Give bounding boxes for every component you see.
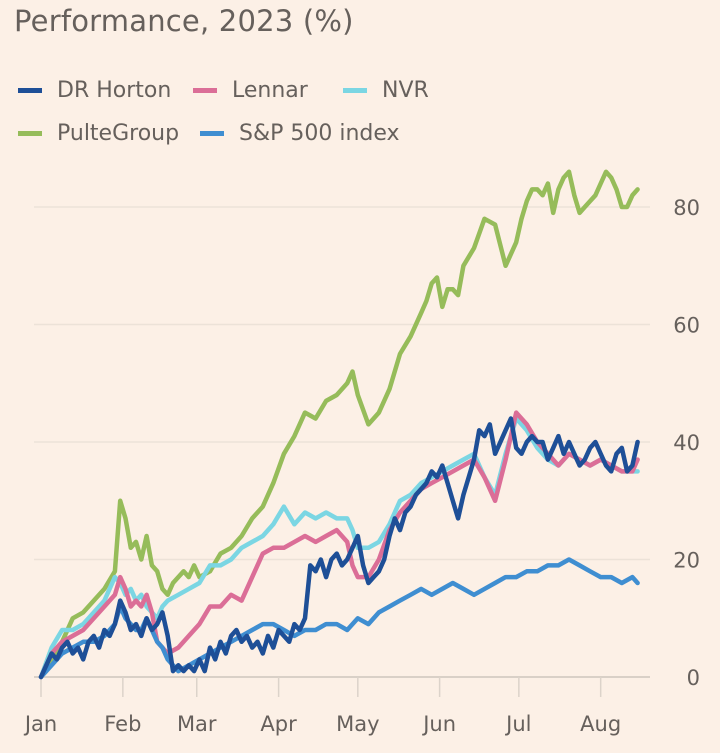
legend-item-sp500: S&P 500 index (200, 121, 400, 146)
legend-swatch-sp500 (200, 131, 224, 136)
legend-label-pultegroup: PulteGroup (57, 121, 180, 146)
legend-swatch-dr-horton (18, 88, 42, 93)
x-tick-label: Feb (104, 712, 141, 736)
y-tick-label: 60 (673, 314, 700, 338)
legend-swatch-lennar (193, 88, 217, 93)
x-tick-label: Jun (421, 712, 456, 736)
x-tick-label: Apr (260, 712, 297, 736)
y-tick-label: 40 (673, 431, 700, 455)
legend-item-lennar: Lennar (193, 78, 308, 103)
x-tick-label: May (336, 712, 379, 736)
x-tick-label: Jan (23, 712, 57, 736)
x-tick-label: Aug (580, 712, 621, 736)
x-axis: Jan Feb Mar Apr May Jun Jul Aug (23, 677, 621, 736)
x-tick-label: Mar (177, 712, 217, 736)
y-tick-label: 80 (673, 196, 700, 220)
chart-title: Performance, 2023 (%) (14, 4, 354, 38)
legend-item-nvr: NVR (343, 78, 429, 103)
legend-label-sp500: S&P 500 index (239, 121, 400, 146)
legend-label-nvr: NVR (382, 78, 429, 103)
legend-item-dr-horton: DR Horton (18, 78, 171, 103)
y-tick-label: 0 (687, 666, 700, 690)
y-tick-label: 20 (673, 549, 700, 573)
series-line-pultegroup (38, 169, 640, 680)
series-line-s-p-500-index (38, 557, 640, 680)
legend-item-pultegroup: PulteGroup (18, 121, 179, 146)
legend-label-lennar: Lennar (232, 78, 308, 103)
series-line-dr-horton (38, 416, 640, 680)
gridlines (34, 206, 650, 678)
legend-label-dr-horton: DR Horton (57, 78, 172, 103)
series-line-lennar (38, 410, 640, 680)
y-axis: 0 20 40 60 80 (673, 196, 700, 690)
x-tick-label: Jul (504, 712, 531, 736)
series-lines (38, 169, 640, 680)
legend-swatch-pultegroup (18, 131, 42, 136)
legend-swatch-nvr (343, 88, 367, 93)
